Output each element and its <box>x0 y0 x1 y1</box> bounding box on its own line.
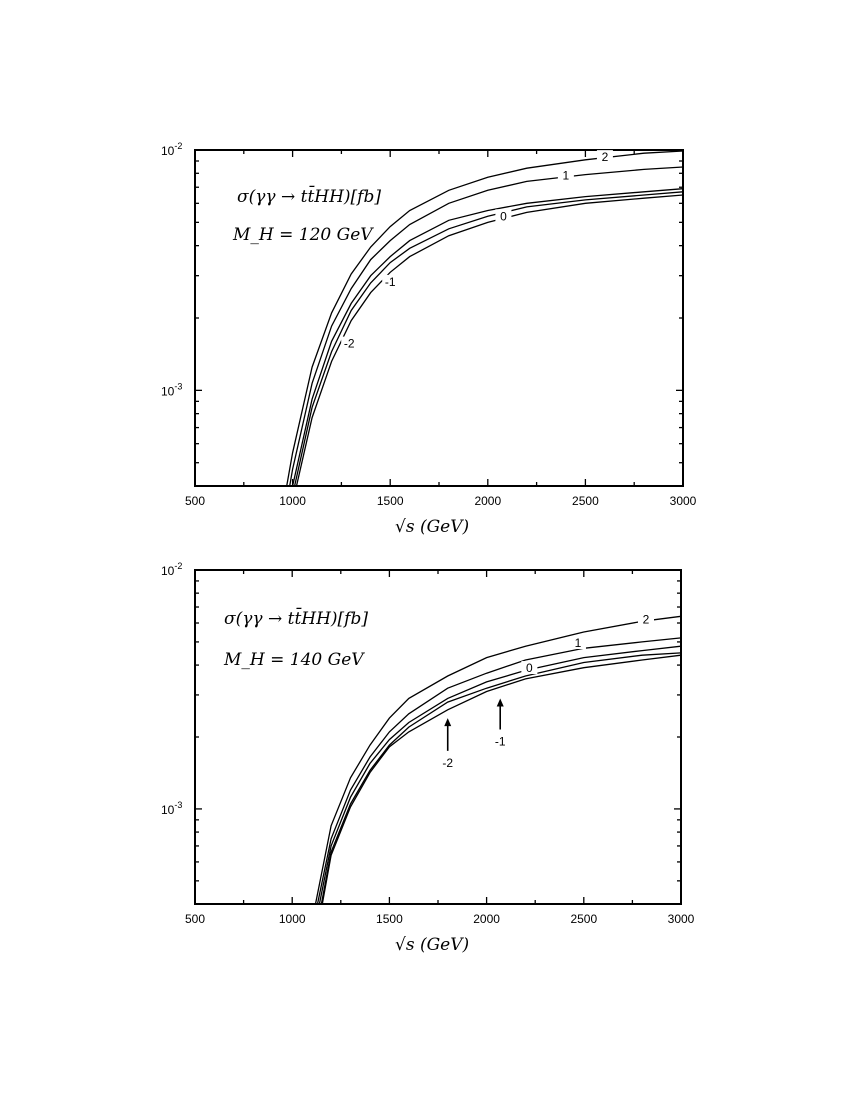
x-axis-label: √s (GeV) <box>395 517 469 537</box>
x-tick-label: 2500 <box>570 912 597 926</box>
arrow-label--2: -2 <box>442 756 453 770</box>
series-label-bg <box>341 336 358 350</box>
x-tick-label: 2500 <box>572 494 599 508</box>
arrow-annotations: -2 -1 <box>442 698 506 770</box>
x-tick-label: 1500 <box>377 494 404 508</box>
series-label-bg <box>382 274 399 288</box>
series-line-0 <box>291 188 684 487</box>
tick-marks <box>194 569 682 905</box>
y-tick-label: 10-3 <box>161 381 182 398</box>
series-line--1 <box>320 652 682 905</box>
series-line--2 <box>295 194 684 487</box>
x-tick-label: 1500 <box>376 912 403 926</box>
x-tick-label: 500 <box>185 494 205 508</box>
x-tick-labels: 500 1000 1500 2000 2500 3000 <box>185 912 695 926</box>
series-labels: 2 1 0 -1 -2 <box>341 150 613 351</box>
series-line-0 <box>318 645 682 905</box>
annotation-mass: M_H = 120 GeV <box>232 225 374 245</box>
series-label-bg <box>638 612 655 626</box>
series-line--2 <box>321 654 682 905</box>
y-tick-labels: 10-2 10-3 <box>161 141 182 398</box>
series-labels: 2 1 0 <box>521 612 655 675</box>
series-line-2 <box>286 150 684 487</box>
chart-bottom: 500 1000 1500 2000 2500 3000 10-210-3 210 -2-… <box>161 561 695 955</box>
arrow-head <box>444 718 452 727</box>
series-label--1: -1 <box>385 275 396 289</box>
series-label-2: 2 <box>602 150 609 164</box>
x-tick-label: 2000 <box>474 494 501 508</box>
series-label-1: 1 <box>563 169 570 183</box>
y-tick-label: 10-2 <box>161 141 182 158</box>
series-line-1 <box>289 166 684 487</box>
series-label-1: 1 <box>575 636 582 650</box>
x-axis-label: √s (GeV) <box>395 935 469 955</box>
series-label-bg <box>521 661 538 675</box>
series-label-0: 0 <box>500 209 507 223</box>
y-tick-labels: 10-2 10-3 <box>161 561 182 817</box>
series-label-2: 2 <box>643 612 650 626</box>
y-tick-label: 10-2 <box>161 561 182 578</box>
series-curves <box>314 615 682 905</box>
series-label-bg <box>596 150 613 164</box>
series-label--2: -2 <box>344 337 355 351</box>
series-label-bg <box>569 636 586 650</box>
series-line-1 <box>316 637 682 905</box>
annotation-process: σ(γγ → tt̄HH)[fb] <box>237 184 381 207</box>
tick-marks <box>194 149 684 487</box>
x-tick-label: 2000 <box>473 912 500 926</box>
chart-top: 500 1000 1500 2000 2500 3000 10-2 10-3 2 1 0 -1 -2… <box>161 141 697 537</box>
x-tick-label: 1000 <box>279 494 306 508</box>
y-tick-label: 10-3 <box>161 800 182 817</box>
x-tick-label: 3000 <box>668 912 695 926</box>
x-tick-labels: 500 1000 1500 2000 2500 3000 <box>185 494 697 508</box>
annotation-process: σ(γγ → tt̄HH)[fb] <box>224 606 368 629</box>
series-line--1 <box>293 191 684 487</box>
series-curves <box>286 150 684 487</box>
arrow-label--1: -1 <box>495 734 506 748</box>
arrow-head <box>496 698 504 707</box>
series-label-bg <box>495 209 512 223</box>
annotation-mass: M_H = 140 GeV <box>223 650 365 670</box>
series-label-bg <box>557 168 574 182</box>
x-tick-label: 500 <box>185 912 205 926</box>
x-tick-label: 1000 <box>279 912 306 926</box>
x-tick-label: 3000 <box>670 494 697 508</box>
series-label-0: 0 <box>526 661 533 675</box>
series-line-2 <box>314 615 682 905</box>
